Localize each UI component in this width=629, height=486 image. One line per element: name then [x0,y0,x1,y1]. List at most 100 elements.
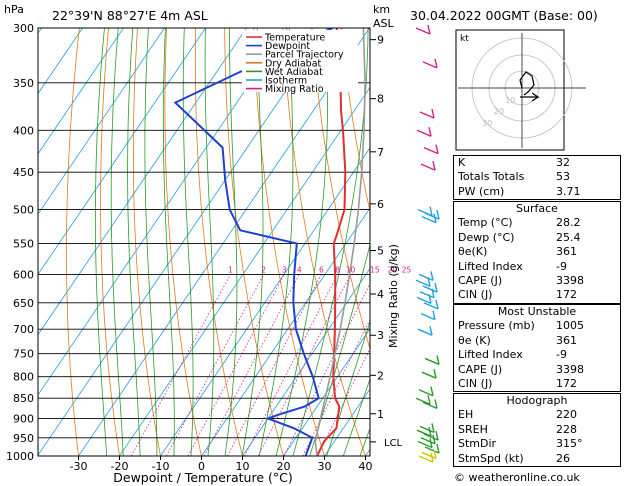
table-row: θe(K) 361 [454,245,620,259]
wind-barb [420,437,436,445]
row-value: 172 [556,288,577,302]
plot-frame [37,27,371,457]
row-name: CIN (J) [458,288,493,302]
isotherm-line [38,28,84,95]
wind-barb-feather [427,395,431,405]
wind-barb-feather [431,423,435,433]
wind-barb-feather [428,427,432,437]
wind-barb-feather [435,430,439,441]
km-tick-label: 4 [377,288,384,301]
row-name: SREH [458,422,488,436]
wind-barb-feather [429,206,433,216]
x-tick-label: -10 [152,460,170,473]
x-tick-label: 30 [318,460,332,473]
isotherm-line [200,207,370,456]
hodograph-trace [519,71,535,96]
row-name: Lifted Index [458,259,523,273]
wind-barb-feather [430,452,434,463]
row-name: Dewp (°C) [458,230,515,244]
wind-barb-feather [436,209,440,220]
km-label: km [373,3,390,16]
wind-barb [423,146,439,155]
location-title: 22°39'N 88°27'E 4m ASL [52,8,208,23]
wind-barb-feather [428,127,432,137]
mixing-ratio-axis-label: Mixing Ratio (g/kg) [387,244,400,348]
row-name: θe (K) [458,333,491,347]
mixing-ratio-label: 15 [370,265,380,274]
wind-barb-feather [433,213,437,223]
wind-barb [415,279,431,287]
mixing-ratio-line [283,282,370,456]
row-value: 53 [556,170,570,184]
wind-barb-feather [427,24,431,35]
y-tick-label: 300 [13,22,34,35]
wind-barb-feather [435,299,439,310]
wet-adiabat-line [162,28,175,456]
indices-table: K 32 Totals Totals 53 PW (cm) 3.71 [453,155,621,201]
row-name: CAPE (J) [458,362,503,376]
x-tick-label: 10 [236,460,250,473]
dry-adiabat-line [224,28,284,456]
mixing-ratio-label: 1 [228,265,233,274]
isotherm-line [159,147,370,456]
isotherm-line [38,28,125,155]
wind-barb [417,440,433,449]
wind-barb-feather [434,282,438,293]
table-row: SREH 228 [454,423,620,437]
isotherm-line [38,28,248,336]
most-unstable-title: Most Unstable [497,305,577,318]
row-value: 315° [556,437,583,451]
isotherm-line [118,86,370,456]
legend-label: Isotherm [265,76,307,87]
legend-label: Dry Adiabat [265,58,322,69]
hodograph-ring-label: 30 [482,119,492,128]
temperature-line [316,28,347,456]
asl-label: ASL [373,17,395,30]
wind-barb [418,389,434,397]
wet-adiabat-line [275,28,328,456]
hodograph-kt-label: kt [460,34,469,44]
hodograph-frame [455,29,565,151]
dry-adiabat-line [164,28,202,456]
wind-barb-feather [433,369,437,379]
wind-barb [416,429,432,437]
table-row: StmSpd (kt) 26 [454,452,620,466]
mixing-ratio-label: 6 [319,265,324,274]
wind-barb [416,296,432,304]
storm-motion-arrow [520,92,540,102]
credit-text: © weatheronline.co.uk [454,471,580,484]
row-name: CIN (J) [458,376,493,390]
most-unstable-table: Most Unstable Pressure (mb) 1005 θe (K) 361… [453,304,621,393]
lcl-label: LCL [384,438,403,449]
wind-barb-feather [431,108,435,119]
isotherm-line [282,328,370,456]
wind-barb [420,163,436,171]
wind-barb-feather [432,434,436,444]
wet-adiabat-line [95,28,108,456]
hodograph-table-title: Hodograph [506,394,568,407]
wind-barb [417,328,433,336]
wind-barb-feather [434,58,438,69]
km-tick-label: 6 [377,198,384,211]
legend-label: Dewpoint [265,41,310,52]
wind-barb-feather [436,443,440,454]
km-tick-label: 8 [377,93,384,106]
wind-barb [421,215,437,224]
row-value: 32 [556,156,570,169]
x-tick-label: 40 [359,460,373,473]
wind-barb [421,451,437,460]
row-name: PW (cm) [458,184,505,198]
y-tick-label: 350 [13,77,34,90]
wet-adiabat-line [292,28,369,456]
isotherm-line [38,28,166,215]
mixing-ratio-label: 25 [402,265,412,274]
table-row: Totals Totals 53 [454,170,620,184]
row-value: -9 [556,259,567,273]
hpa-label: hPa [4,3,24,16]
mixing-ratio-line [203,274,300,456]
parcel-trajectory-line [314,28,366,456]
km-tick-label: 7 [377,146,384,159]
wind-barb [415,27,431,35]
wet-adiabat-line [110,28,124,456]
